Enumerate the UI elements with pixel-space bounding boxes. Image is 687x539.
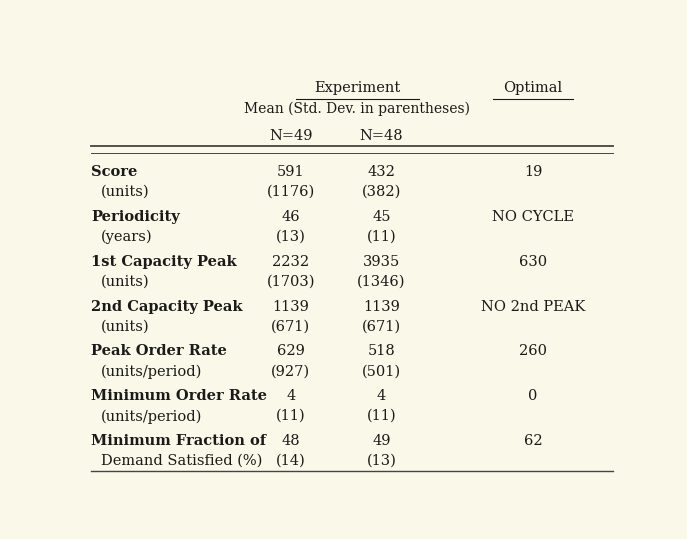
Text: (1703): (1703) bbox=[267, 275, 315, 289]
Text: 1st Capacity Peak: 1st Capacity Peak bbox=[91, 255, 237, 269]
Text: (years): (years) bbox=[101, 230, 153, 244]
Text: 1139: 1139 bbox=[363, 300, 400, 314]
Text: 49: 49 bbox=[372, 434, 391, 448]
Text: (13): (13) bbox=[366, 454, 396, 468]
Text: Mean (Std. Dev. in parentheses): Mean (Std. Dev. in parentheses) bbox=[245, 102, 471, 116]
Text: (units/period): (units/period) bbox=[101, 364, 202, 379]
Text: 518: 518 bbox=[368, 344, 395, 358]
Text: (382): (382) bbox=[361, 185, 401, 199]
Text: Experiment: Experiment bbox=[314, 81, 401, 95]
Text: (14): (14) bbox=[276, 454, 306, 468]
Text: 3935: 3935 bbox=[363, 255, 400, 269]
Text: (927): (927) bbox=[271, 364, 311, 378]
Text: 2232: 2232 bbox=[272, 255, 309, 269]
Text: 46: 46 bbox=[282, 210, 300, 224]
Text: (11): (11) bbox=[276, 409, 306, 423]
Text: Minimum Order Rate: Minimum Order Rate bbox=[91, 389, 267, 403]
Text: 629: 629 bbox=[277, 344, 305, 358]
Text: 432: 432 bbox=[368, 165, 395, 179]
Text: (11): (11) bbox=[367, 409, 396, 423]
Text: (1176): (1176) bbox=[267, 185, 315, 199]
Text: 48: 48 bbox=[282, 434, 300, 448]
Text: 630: 630 bbox=[519, 255, 547, 269]
Text: Peak Order Rate: Peak Order Rate bbox=[91, 344, 227, 358]
Text: Score: Score bbox=[91, 165, 137, 179]
Text: (units): (units) bbox=[101, 275, 149, 289]
Text: Periodicity: Periodicity bbox=[91, 210, 180, 224]
Text: (501): (501) bbox=[362, 364, 401, 378]
Text: 591: 591 bbox=[277, 165, 304, 179]
Text: (units/period): (units/period) bbox=[101, 409, 202, 424]
Text: 4: 4 bbox=[376, 389, 386, 403]
Text: 0: 0 bbox=[528, 389, 538, 403]
Text: 19: 19 bbox=[524, 165, 542, 179]
Text: NO 2nd PEAK: NO 2nd PEAK bbox=[481, 300, 585, 314]
Text: (671): (671) bbox=[362, 320, 401, 334]
Text: 1139: 1139 bbox=[273, 300, 309, 314]
Text: Optimal: Optimal bbox=[504, 81, 563, 95]
Text: 2nd Capacity Peak: 2nd Capacity Peak bbox=[91, 300, 243, 314]
Text: Demand Satisfied (%): Demand Satisfied (%) bbox=[101, 454, 262, 468]
Text: 45: 45 bbox=[372, 210, 391, 224]
Text: 4: 4 bbox=[286, 389, 295, 403]
Text: (units): (units) bbox=[101, 185, 149, 199]
Text: (11): (11) bbox=[367, 230, 396, 244]
Text: (671): (671) bbox=[271, 320, 311, 334]
Text: (1346): (1346) bbox=[357, 275, 405, 289]
Text: N=48: N=48 bbox=[359, 129, 403, 143]
Text: N=49: N=49 bbox=[269, 129, 313, 143]
Text: Minimum Fraction of: Minimum Fraction of bbox=[91, 434, 267, 448]
Text: 260: 260 bbox=[519, 344, 547, 358]
Text: (units): (units) bbox=[101, 320, 149, 334]
Text: 62: 62 bbox=[523, 434, 543, 448]
Text: (13): (13) bbox=[276, 230, 306, 244]
Text: NO CYCLE: NO CYCLE bbox=[492, 210, 574, 224]
